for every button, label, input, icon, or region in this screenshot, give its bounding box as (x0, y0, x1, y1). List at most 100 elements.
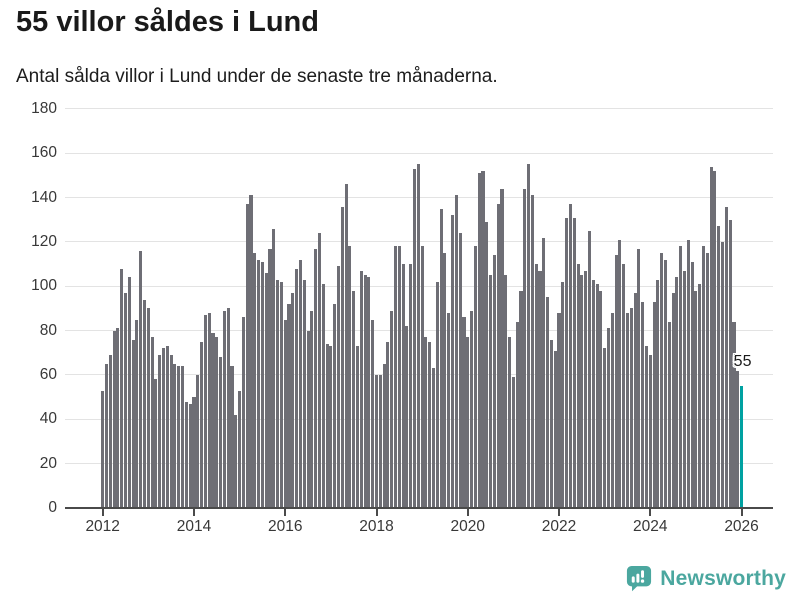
bar (135, 319, 139, 508)
bar (329, 346, 333, 508)
bar (671, 292, 675, 508)
x-tick-mark (284, 509, 287, 516)
bar (253, 253, 257, 508)
bar (709, 166, 713, 508)
bar (245, 204, 249, 508)
bar (249, 195, 253, 508)
bar (690, 261, 694, 508)
bar (173, 363, 177, 508)
bar (104, 363, 109, 508)
bar (340, 206, 344, 508)
bar (527, 164, 531, 508)
bar-highlight-latest (740, 386, 744, 508)
bar (694, 290, 698, 508)
x-tick-label: 2014 (176, 518, 212, 535)
bar (378, 374, 382, 508)
bar (648, 355, 652, 508)
bar (675, 277, 679, 508)
bar (717, 226, 721, 508)
bar (470, 310, 474, 508)
bar (561, 281, 565, 508)
bar (196, 374, 200, 508)
bar (165, 346, 169, 508)
x-tick-mark (740, 509, 743, 516)
bar (295, 268, 299, 508)
x-tick-mark (192, 509, 195, 516)
bar (314, 248, 318, 508)
bar (291, 292, 295, 508)
bar (363, 275, 367, 508)
bar (565, 217, 569, 508)
bar (355, 346, 360, 508)
bar (644, 346, 649, 508)
bar (234, 414, 238, 508)
bar (679, 246, 683, 508)
bar (713, 171, 717, 508)
newsworthy-logo: Newsworthy (626, 565, 786, 592)
bar (576, 264, 580, 508)
bar (701, 246, 706, 508)
bar (458, 233, 462, 508)
bar (215, 337, 219, 508)
bar (321, 284, 325, 508)
bar (568, 204, 572, 508)
bar (553, 350, 557, 508)
bar (542, 237, 546, 508)
bar (306, 330, 310, 508)
bar (409, 264, 413, 508)
bar (641, 301, 645, 508)
bar (257, 259, 261, 508)
bar (241, 317, 245, 508)
bar (393, 246, 398, 508)
bar (473, 246, 477, 508)
bar (142, 299, 147, 508)
bar (622, 264, 626, 508)
bar (276, 279, 280, 508)
bar (530, 195, 534, 508)
bar (538, 270, 542, 508)
bar (317, 233, 321, 508)
bar (629, 308, 633, 508)
bar (120, 268, 124, 508)
bar (595, 284, 599, 508)
bar (184, 401, 188, 508)
bar (443, 253, 447, 508)
bar (348, 246, 352, 508)
bar (508, 337, 512, 508)
bar (219, 357, 223, 508)
bar (606, 328, 611, 508)
x-axis-line (65, 507, 773, 509)
bar (721, 241, 725, 508)
bar (169, 355, 173, 508)
bar (705, 253, 709, 508)
bar (724, 206, 728, 508)
bar (447, 312, 451, 508)
latest-value-label: 55 (733, 353, 752, 370)
bar (302, 279, 306, 508)
bar (188, 403, 192, 508)
bar (367, 277, 371, 508)
x-tick-label: 2022 (541, 518, 577, 535)
y-tick-label: 120 (31, 232, 57, 250)
bar (207, 312, 211, 508)
bar (238, 390, 242, 508)
bar (405, 326, 409, 508)
bar (523, 188, 527, 508)
bar (698, 284, 702, 508)
bar (546, 297, 550, 508)
bar (580, 275, 584, 508)
y-tick-label: 80 (39, 321, 57, 339)
y-tick-label: 180 (31, 99, 57, 117)
newsworthy-icon (626, 565, 652, 592)
bar (420, 246, 424, 508)
x-tick-mark (649, 509, 652, 516)
bar (192, 397, 196, 508)
bar (310, 310, 314, 508)
bar (637, 248, 641, 508)
bar (489, 275, 493, 508)
x-tick-mark (466, 509, 469, 516)
bar (146, 308, 150, 508)
bar (663, 259, 668, 508)
bar (374, 374, 379, 508)
y-tick-label: 0 (48, 499, 57, 516)
